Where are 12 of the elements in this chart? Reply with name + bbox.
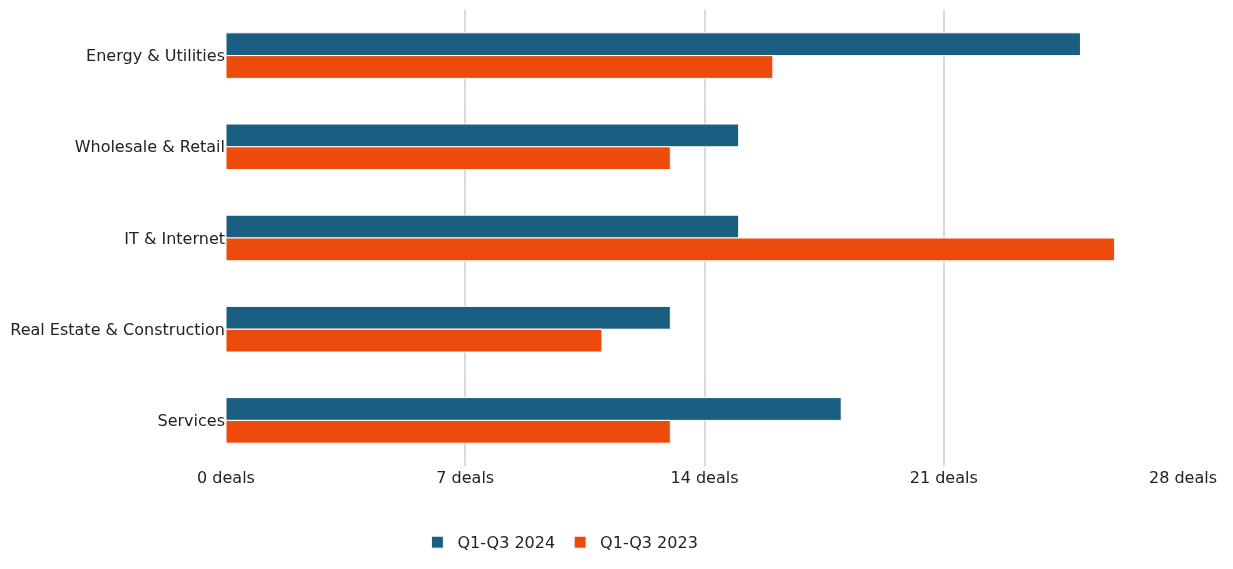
x-tick-label: 28 deals <box>1148 468 1218 487</box>
x-tick-label: 0 deals <box>197 468 255 487</box>
y-tick-label: Real Estate & Construction <box>10 319 225 339</box>
x-tick-label: 7 deals <box>436 468 495 487</box>
x-tick-label: 14 deals <box>670 468 739 487</box>
y-tick-label: Services <box>157 411 225 430</box>
y-tick-label: IT & Internet <box>124 228 225 248</box>
y-tick-label: Energy & Utilities <box>86 46 225 66</box>
legend-label: Q1-Q3 2023 <box>600 533 698 553</box>
y-tick-label: Wholesale & Retail <box>74 137 225 157</box>
x-tick-label: 21 deals <box>909 468 978 487</box>
legend-label: Q1-Q3 2024 <box>457 533 556 553</box>
